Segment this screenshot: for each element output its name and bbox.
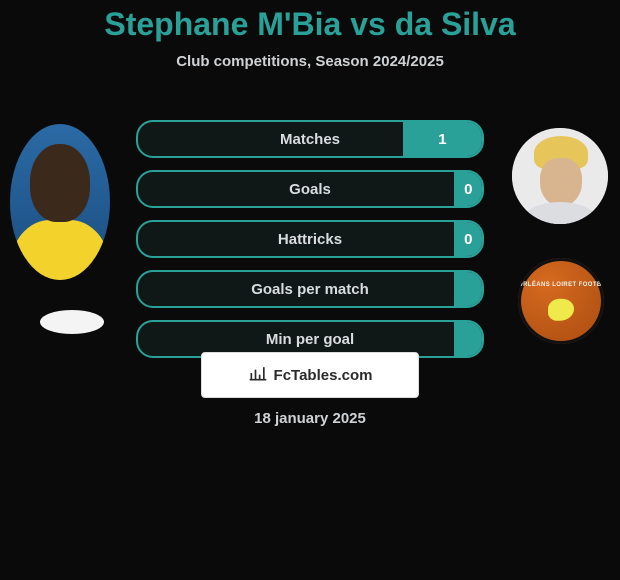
right-club-text: ORLÉANS LOIRET FOOTBALL [518, 282, 604, 288]
stat-right-value [454, 322, 482, 356]
left-player-avatar [10, 124, 110, 280]
stat-label: Hattricks [138, 231, 482, 248]
stat-label: Goals [138, 181, 482, 198]
watermark-text: FcTables.com [274, 367, 373, 384]
stat-right-value [454, 272, 482, 306]
right-club-crest: ORLÉANS LOIRET FOOTBALL [518, 258, 604, 344]
right-player-avatar [512, 128, 608, 224]
date-line: 18 january 2025 [0, 410, 620, 427]
comparison-infographic: Stephane M'Bia vs da Silva Club competit… [0, 0, 620, 580]
stats-container: Matches1Goals0Hattricks0Goals per matchM… [136, 120, 484, 370]
left-club-crest [40, 310, 104, 334]
stat-row: Hattricks0 [136, 220, 484, 258]
stat-right-value: 1 [403, 122, 482, 156]
stat-label: Min per goal [138, 331, 482, 348]
stat-row: Goals per match [136, 270, 484, 308]
bar-chart-icon [248, 363, 268, 387]
stat-label: Goals per match [138, 281, 482, 298]
stat-row: Goals0 [136, 170, 484, 208]
stat-right-value: 0 [454, 222, 482, 256]
subtitle: Club competitions, Season 2024/2025 [0, 53, 620, 70]
stat-row: Matches1 [136, 120, 484, 158]
watermark: FcTables.com [201, 352, 419, 398]
page-title: Stephane M'Bia vs da Silva [0, 0, 620, 43]
stat-right-value: 0 [454, 172, 482, 206]
